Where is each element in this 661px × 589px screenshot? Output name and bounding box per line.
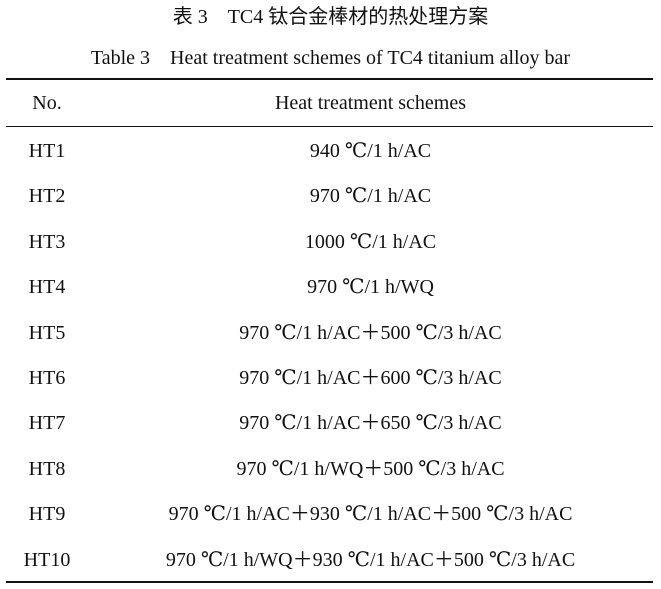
cell-scheme: 970 ℃/1 h/AC＋930 ℃/1 h/AC＋500 ℃/3 h/AC [168,503,573,526]
table-row: HT2 970 ℃/1 h/AC [6,174,653,219]
table-row: HT7 970 ℃/1 h/AC＋650 ℃/3 h/AC [6,401,653,446]
cell-no: HT6 [28,367,66,389]
cell-no: HT5 [28,321,66,344]
cell-no: HT9 [28,503,66,526]
table-row: HT6 970 ℃/1 h/AC＋600 ℃/3 h/AC [6,356,653,401]
cell-no: HT1 [28,140,66,162]
cell-scheme: 970 ℃/1 h/AC＋500 ℃/3 h/AC [239,321,502,344]
cell-scheme: 970 ℃/1 h/AC＋600 ℃/3 h/AC [239,367,502,389]
table-row: HT9 970 ℃/1 h/AC＋930 ℃/1 h/AC＋500 ℃/3 h/A… [6,492,653,537]
header-rule [6,126,653,127]
header-schemes: Heat treatment schemes [274,92,467,114]
bottom-rule [6,581,653,583]
cell-scheme: 970 ℃/1 h/AC＋650 ℃/3 h/AC [239,412,502,435]
table-row: HT5 970 ℃/1 h/AC＋500 ℃/3 h/AC [6,311,653,356]
table-row: HT1 940 ℃/1 h/AC [6,129,653,174]
cell-scheme: 970 ℃/1 h/WQ [307,276,434,299]
cell-no: HT7 [28,412,66,435]
cell-no: HT2 [28,185,66,208]
table-row: HT10 970 ℃/1 h/WQ＋930 ℃/1 h/AC＋500 ℃/3 h/… [6,538,653,583]
top-rule [6,78,653,80]
cell-scheme: 970 ℃/1 h/WQ＋500 ℃/3 h/AC [236,457,505,480]
table-title-english: Table 3 Heat treatment schemes of TC4 ti… [90,47,571,69]
table-header-row: No. Heat treatment schemes [6,81,653,126]
cell-scheme: 970 ℃/1 h/AC [309,185,432,208]
table-row: HT8 970 ℃/1 h/WQ＋500 ℃/3 h/AC [6,447,653,492]
table-row: HT3 1000 ℃/1 h/AC [6,220,653,265]
cell-no: HT4 [28,276,66,299]
cell-no: HT10 [23,548,71,571]
table-title-chinese: 表 3 TC4 钛合金棒材的热处理方案 [172,6,489,28]
cell-no: HT8 [28,457,66,480]
table-row: HT4 970 ℃/1 h/WQ [6,265,653,310]
header-no: No. [32,92,62,114]
cell-scheme: 940 ℃/1 h/AC [309,140,432,162]
cell-no: HT3 [28,230,66,253]
cell-scheme: 970 ℃/1 h/WQ＋930 ℃/1 h/AC＋500 ℃/3 h/AC [165,548,576,571]
cell-scheme: 1000 ℃/1 h/AC [304,230,437,253]
